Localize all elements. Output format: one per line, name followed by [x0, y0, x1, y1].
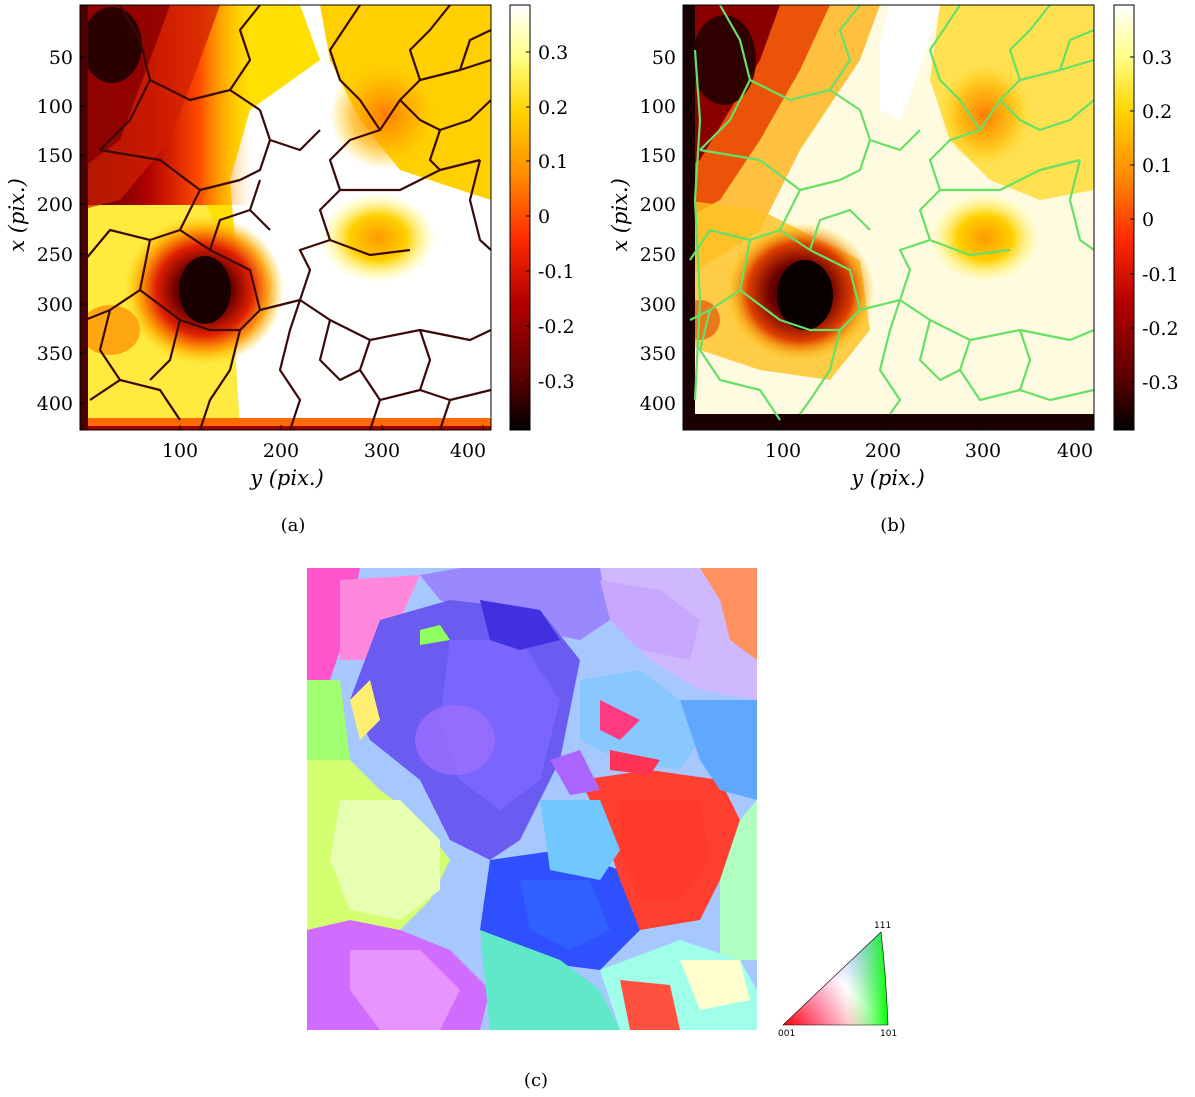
y-tick-b-200: 200 — [640, 194, 676, 216]
y-axis-label-a: x (pix.) — [5, 178, 29, 252]
caption-c: (c) — [524, 1070, 548, 1091]
y-tick-b-50: 50 — [652, 47, 676, 69]
panel-c: 001 101 111 (c) — [307, 568, 897, 1091]
x-tick-a-100: 100 — [162, 440, 198, 462]
cbar-tick-a-5: -0.1 — [538, 261, 575, 283]
y-axis-label-b: x (pix.) — [608, 178, 632, 252]
x-tick-a-200: 200 — [263, 440, 299, 462]
heatmap-b — [683, 5, 1094, 430]
y-tick-b-350: 350 — [640, 343, 676, 365]
ipf-label-001: 001 — [778, 1029, 795, 1039]
cbar-tick-a-4: 0 — [538, 206, 550, 228]
x-axis-b: 100 200 300 400 y (pix.) — [765, 425, 1093, 490]
cbar-tick-b-5: -0.1 — [1142, 264, 1179, 286]
cbar-tick-b-2: 0.2 — [1142, 101, 1172, 123]
grain-boundaries-a — [84, 5, 491, 430]
cbar-tick-a-7: -0.3 — [538, 371, 575, 393]
x-tick-b-400: 400 — [1057, 440, 1093, 462]
cbar-tick-b-6: -0.2 — [1142, 318, 1179, 340]
cbar-tick-a-6: -0.2 — [538, 316, 575, 338]
x-tick-a-300: 300 — [364, 440, 400, 462]
y-tick-a-400: 400 — [37, 393, 73, 415]
x-axis-label-a: y (pix.) — [249, 466, 324, 490]
y-tick-a-100: 100 — [37, 96, 73, 118]
panel-a: 50 100 150 200 250 300 350 400 x (pix.) … — [5, 4, 575, 536]
x-tick-b-200: 200 — [865, 440, 901, 462]
caption-a: (a) — [281, 515, 306, 536]
cbar-tick-b-4: 0 — [1142, 209, 1154, 231]
y-tick-a-200: 200 — [37, 194, 73, 216]
cbar-tick-b-1: 0.3 — [1142, 47, 1172, 69]
colorbar-b: 0.3 0.2 0.1 0 -0.1 -0.2 -0.3 — [1113, 4, 1179, 431]
x-axis-a: 100 200 300 400 y (pix.) — [162, 425, 486, 490]
x-tick-b-300: 300 — [965, 440, 1001, 462]
caption-b: (b) — [880, 515, 906, 536]
x-tick-b-100: 100 — [765, 440, 801, 462]
y-tick-b-150: 150 — [640, 145, 676, 167]
y-tick-b-300: 300 — [640, 294, 676, 316]
ipf-legend: 001 101 111 — [778, 921, 897, 1039]
cbar-tick-a-1: 0.3 — [538, 42, 568, 64]
ipf-label-101: 101 — [880, 1029, 897, 1039]
x-tick-a-400: 400 — [450, 440, 486, 462]
y-tick-b-400: 400 — [640, 393, 676, 415]
y-axis-a: 50 100 150 200 250 300 350 400 x (pix.) — [5, 47, 85, 415]
heatmap-a — [80, 5, 491, 430]
y-tick-a-300: 300 — [37, 294, 73, 316]
y-tick-b-100: 100 — [640, 96, 676, 118]
cbar-tick-a-3: 0.1 — [538, 151, 568, 173]
cbar-tick-b-3: 0.1 — [1142, 155, 1172, 177]
y-tick-a-350: 350 — [37, 343, 73, 365]
colorbar-a: 0.3 0.2 0.1 0 -0.1 -0.2 -0.3 — [509, 4, 575, 431]
cbar-tick-a-2: 0.2 — [538, 97, 568, 119]
y-tick-a-150: 150 — [37, 145, 73, 167]
y-axis-b: 50 100 150 200 250 300 350 400 x (pix.) — [608, 47, 688, 415]
y-tick-b-250: 250 — [640, 244, 676, 266]
panel-b: 50 100 150 200 250 300 350 400 x (pix.) … — [608, 4, 1179, 536]
ipf-label-111: 111 — [874, 921, 891, 931]
x-axis-label-b: y (pix.) — [850, 466, 925, 490]
cbar-tick-b-7: -0.3 — [1142, 372, 1179, 394]
orientation-map — [307, 568, 757, 1038]
grain-boundaries-b — [689, 5, 1094, 421]
y-tick-a-250: 250 — [37, 244, 73, 266]
y-tick-a-50: 50 — [49, 47, 73, 69]
